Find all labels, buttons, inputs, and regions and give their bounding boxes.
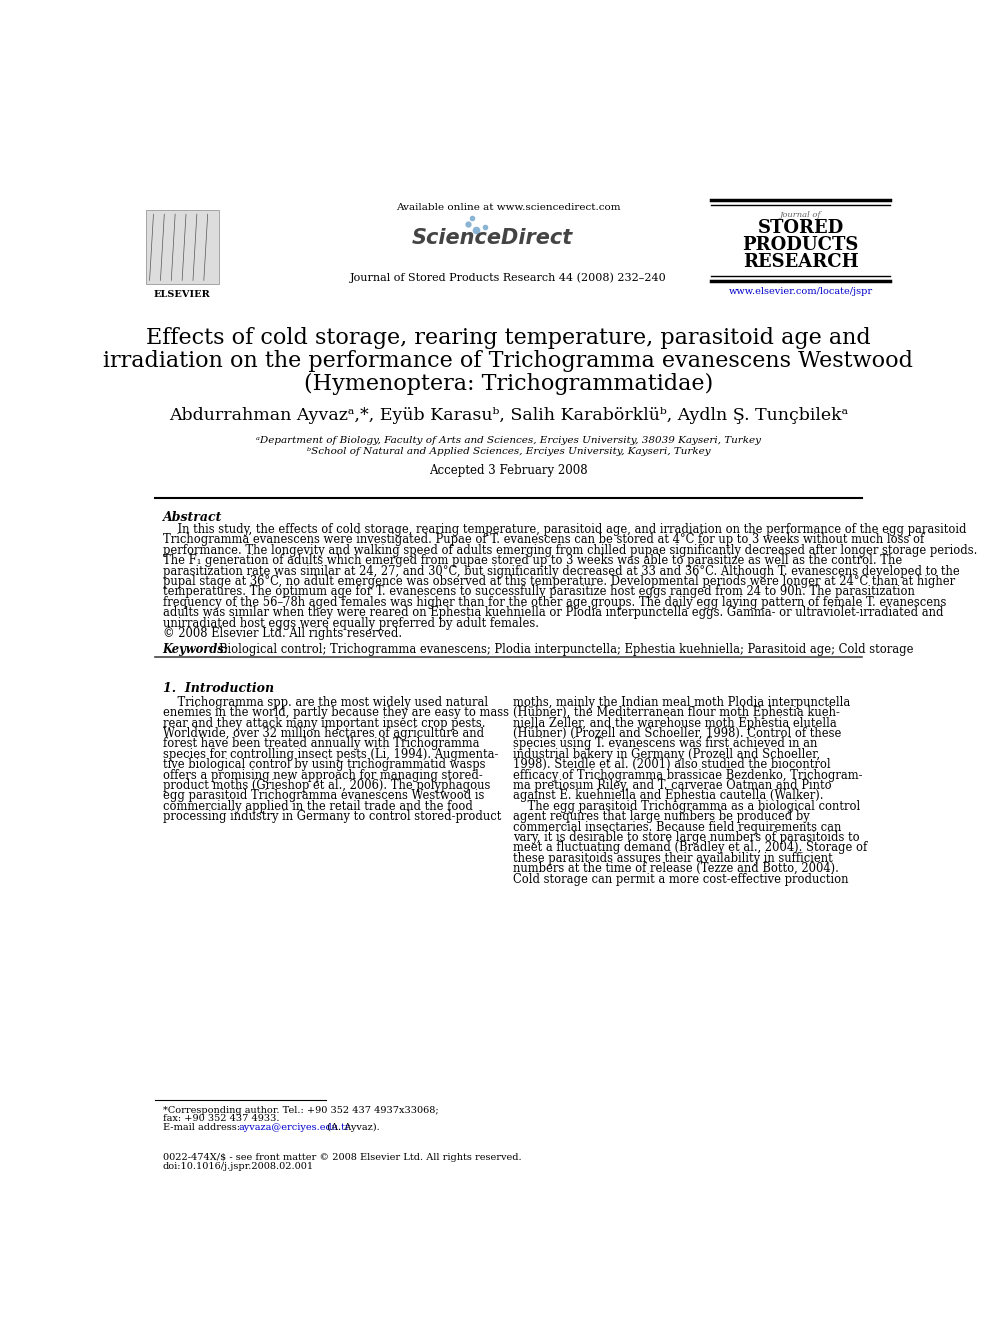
Text: commercially applied in the retail trade and the food: commercially applied in the retail trade… bbox=[163, 800, 472, 812]
Text: product moths (Grieshop et al., 2006). The polyphagous: product moths (Grieshop et al., 2006). T… bbox=[163, 779, 490, 792]
Text: agent requires that large numbers be produced by: agent requires that large numbers be pro… bbox=[513, 810, 809, 823]
Text: www.elsevier.com/locate/jspr: www.elsevier.com/locate/jspr bbox=[728, 287, 873, 296]
Text: 1998). Steidle et al. (2001) also studied the biocontrol: 1998). Steidle et al. (2001) also studie… bbox=[513, 758, 830, 771]
Text: doi:10.1016/j.jspr.2008.02.001: doi:10.1016/j.jspr.2008.02.001 bbox=[163, 1162, 313, 1171]
Text: (Hübner), the Mediterranean flour moth Ephestia kueh-: (Hübner), the Mediterranean flour moth E… bbox=[513, 706, 840, 720]
Text: ma pretiosum Riley, and T. carverae Oatman and Pinto: ma pretiosum Riley, and T. carverae Oatm… bbox=[513, 779, 831, 792]
Text: industrial bakery in Germany (Prozell and Schoeller,: industrial bakery in Germany (Prozell an… bbox=[513, 747, 820, 761]
Text: (A. Ayvaz).: (A. Ayvaz). bbox=[324, 1123, 380, 1132]
Text: *Corresponding author. Tel.: +90 352 437 4937x33068;: *Corresponding author. Tel.: +90 352 437… bbox=[163, 1106, 438, 1115]
Text: Abdurrahman Ayvazᵃ,*, Eyüb Karasuᵇ, Salih Karabörklüᵇ, Aydln Ş. Tunçbilekᵃ: Abdurrahman Ayvazᵃ,*, Eyüb Karasuᵇ, Sali… bbox=[169, 406, 848, 423]
Text: performance. The longevity and walking speed of adults emerging from chilled pup: performance. The longevity and walking s… bbox=[163, 544, 977, 557]
Text: Journal of: Journal of bbox=[780, 212, 821, 220]
Text: Accepted 3 February 2008: Accepted 3 February 2008 bbox=[430, 463, 587, 476]
Text: numbers at the time of release (Tezze and Botto, 2004).: numbers at the time of release (Tezze an… bbox=[513, 863, 839, 875]
Text: forest have been treated annually with Trichogramma: forest have been treated annually with T… bbox=[163, 737, 479, 750]
Text: offers a promising new approach for managing stored-: offers a promising new approach for mana… bbox=[163, 769, 482, 782]
Text: vary, it is desirable to store large numbers of parasitoids to: vary, it is desirable to store large num… bbox=[513, 831, 860, 844]
Text: tive biological control by using trichogrammatid wasps: tive biological control by using trichog… bbox=[163, 758, 485, 771]
Text: egg parasitoid Trichogramma evanescens Westwood is: egg parasitoid Trichogramma evanescens W… bbox=[163, 790, 484, 802]
Text: 1.  Introduction: 1. Introduction bbox=[163, 681, 274, 695]
Text: STORED: STORED bbox=[758, 218, 844, 237]
Text: processing industry in Germany to control stored-product: processing industry in Germany to contro… bbox=[163, 810, 501, 823]
Text: rear and they attack many important insect crop pests.: rear and they attack many important inse… bbox=[163, 717, 485, 729]
Text: Available online at www.sciencedirect.com: Available online at www.sciencedirect.co… bbox=[396, 202, 621, 212]
Text: Cold storage can permit a more cost-effective production: Cold storage can permit a more cost-effe… bbox=[513, 873, 848, 885]
Text: Biological control; Trichogramma evanescens; Plodia interpunctella; Ephestia kue: Biological control; Trichogramma evanesc… bbox=[218, 643, 913, 656]
Text: The egg parasitoid Trichogramma as a biological control: The egg parasitoid Trichogramma as a bio… bbox=[513, 800, 860, 812]
Text: (Hübner) (Prozell and Schoeller, 1998). Control of these: (Hübner) (Prozell and Schoeller, 1998). … bbox=[513, 728, 841, 740]
Text: PRODUCTS: PRODUCTS bbox=[742, 235, 859, 254]
Text: Journal of Stored Products Research 44 (2008) 232–240: Journal of Stored Products Research 44 (… bbox=[350, 273, 667, 283]
Text: ScienceDirect: ScienceDirect bbox=[412, 228, 572, 247]
Text: commercial insectaries. Because field requirements can: commercial insectaries. Because field re… bbox=[513, 820, 841, 833]
Text: species using T. evanescens was first achieved in an: species using T. evanescens was first ac… bbox=[513, 737, 817, 750]
Text: irradiation on the performance of Trichogramma evanescens Westwood: irradiation on the performance of Tricho… bbox=[103, 349, 914, 372]
Text: enemies in the world, partly because they are easy to mass: enemies in the world, partly because the… bbox=[163, 706, 509, 720]
Text: E-mail address:: E-mail address: bbox=[163, 1123, 243, 1131]
Text: frequency of the 56–78h aged females was higher than for the other age groups. T: frequency of the 56–78h aged females was… bbox=[163, 595, 946, 609]
Text: Effects of cold storage, rearing temperature, parasitoid age and: Effects of cold storage, rearing tempera… bbox=[146, 327, 871, 349]
Text: Trichogramma evanescens were investigated. Pupae of T. evanescens can be stored : Trichogramma evanescens were investigate… bbox=[163, 533, 924, 546]
Text: species for controlling insect pests (Li, 1994). Augmenta-: species for controlling insect pests (Li… bbox=[163, 747, 498, 761]
Text: ᵇSchool of Natural and Applied Sciences, Erciyes University, Kayseri, Turkey: ᵇSchool of Natural and Applied Sciences,… bbox=[307, 447, 710, 455]
Text: against E. kuehniella and Ephestia cautella (Walker).: against E. kuehniella and Ephestia caute… bbox=[513, 790, 823, 802]
Text: ELSEVIER: ELSEVIER bbox=[154, 290, 210, 299]
Text: adults was similar when they were reared on Ephestia kuehniella or Plodia interp: adults was similar when they were reared… bbox=[163, 606, 943, 619]
Text: The F₁ generation of adults which emerged from pupae stored up to 3 weeks was ab: The F₁ generation of adults which emerge… bbox=[163, 554, 902, 568]
Text: parasitization rate was similar at 24, 27, and 30°C, but significantly decreased: parasitization rate was similar at 24, 2… bbox=[163, 565, 959, 578]
Text: fax: +90 352 437 4933.: fax: +90 352 437 4933. bbox=[163, 1114, 280, 1123]
Text: these parasitoids assures their availability in sufficient: these parasitoids assures their availabi… bbox=[513, 852, 833, 865]
Text: Keywords:: Keywords: bbox=[163, 643, 229, 656]
Text: meet a fluctuating demand (Bradley et al., 2004). Storage of: meet a fluctuating demand (Bradley et al… bbox=[513, 841, 867, 855]
Text: efficacy of Trichogramma brassicae Bezdenko, Trichogram-: efficacy of Trichogramma brassicae Bezde… bbox=[513, 769, 863, 782]
FancyBboxPatch shape bbox=[146, 210, 219, 283]
Text: Abstract: Abstract bbox=[163, 511, 222, 524]
Text: In this study, the effects of cold storage, rearing temperature, parasitoid age,: In this study, the effects of cold stora… bbox=[163, 523, 966, 536]
Text: temperatures. The optimum age for T. evanescens to successfully parasitize host : temperatures. The optimum age for T. eva… bbox=[163, 585, 915, 598]
Text: ᵃDepartment of Biology, Faculty of Arts and Sciences, Erciyes University, 38039 : ᵃDepartment of Biology, Faculty of Arts … bbox=[256, 437, 761, 445]
Text: © 2008 Elsevier Ltd. All rights reserved.: © 2008 Elsevier Ltd. All rights reserved… bbox=[163, 627, 402, 640]
Text: Trichogramma spp. are the most widely used natural: Trichogramma spp. are the most widely us… bbox=[163, 696, 488, 709]
Text: 0022-474X/$ - see front matter © 2008 Elsevier Ltd. All rights reserved.: 0022-474X/$ - see front matter © 2008 El… bbox=[163, 1152, 522, 1162]
Text: moths, mainly the Indian meal moth Plodia interpunctella: moths, mainly the Indian meal moth Plodi… bbox=[513, 696, 850, 709]
Text: Worldwide, over 32 million hectares of agriculture and: Worldwide, over 32 million hectares of a… bbox=[163, 728, 484, 740]
Text: RESEARCH: RESEARCH bbox=[743, 253, 858, 271]
Text: ayvaza@erciyes.edu.tr: ayvaza@erciyes.edu.tr bbox=[239, 1123, 350, 1131]
Text: niella Zeller, and the warehouse moth Ephestia elutella: niella Zeller, and the warehouse moth Ep… bbox=[513, 717, 837, 729]
Text: pupal stage at 36°C, no adult emergence was observed at this temperature. Develo: pupal stage at 36°C, no adult emergence … bbox=[163, 576, 955, 587]
Text: (Hymenoptera: Trichogrammatidae): (Hymenoptera: Trichogrammatidae) bbox=[304, 373, 713, 394]
Text: unirradiated host eggs were equally preferred by adult females.: unirradiated host eggs were equally pref… bbox=[163, 617, 539, 630]
